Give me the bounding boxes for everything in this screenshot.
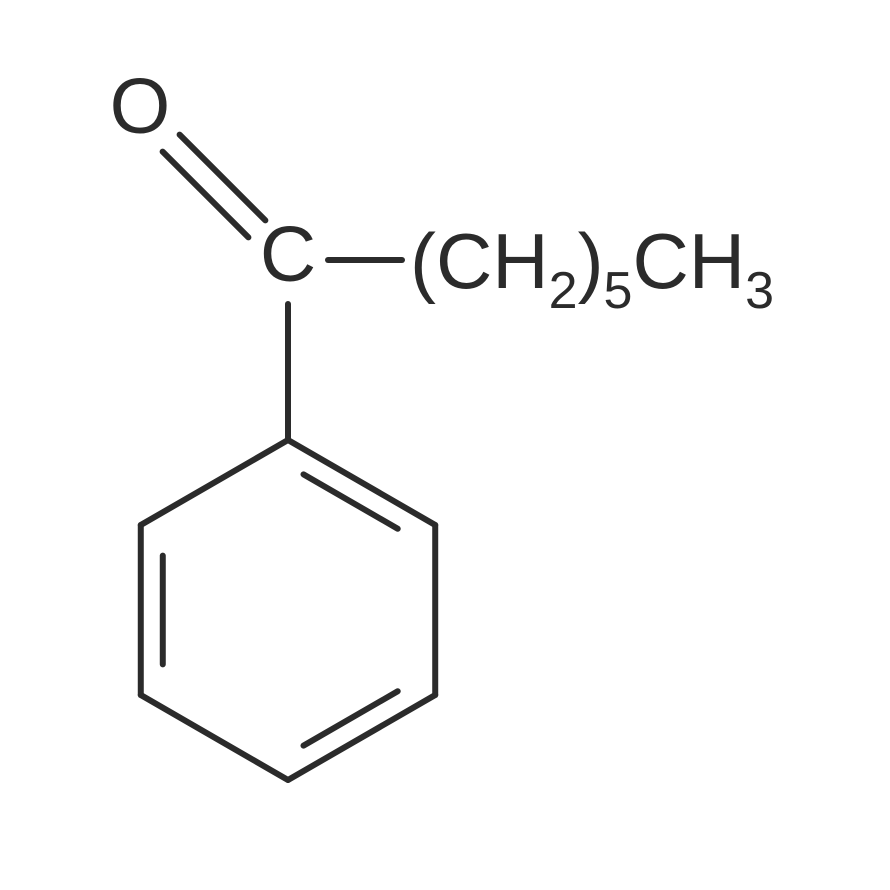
svg-text:C: C <box>260 210 316 298</box>
svg-text:O: O <box>110 62 171 150</box>
structure-group: C O (CH2)5CH3 <box>110 62 774 780</box>
chain-formula: (CH2)5CH3 <box>410 217 774 320</box>
chemical-structure-svg: C O (CH2)5CH3 <box>0 0 890 890</box>
